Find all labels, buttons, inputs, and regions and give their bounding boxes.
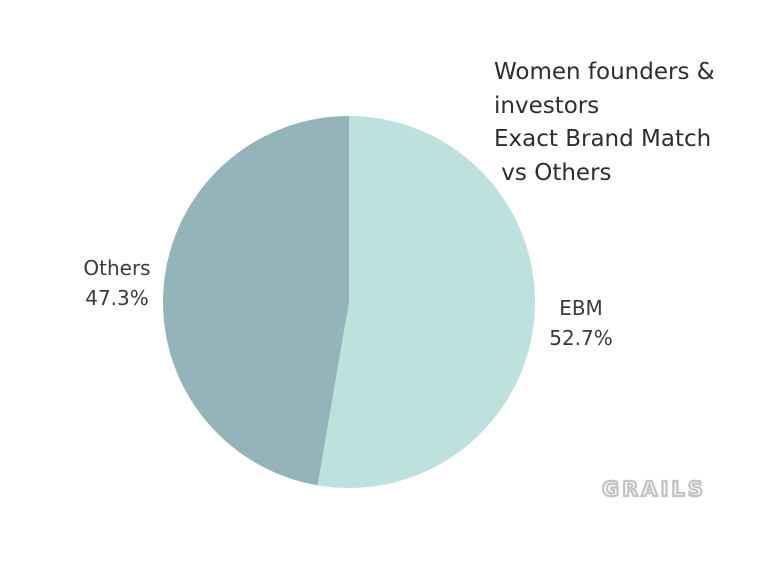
grails-logo-text: GRAILS: [602, 478, 706, 500]
pie-slice-others: [163, 116, 349, 486]
slice-label-ebm: EBM 52.7%: [540, 293, 622, 353]
pie-slice-ebm: [317, 115, 536, 488]
chart-title-line-1: Women founders &: [494, 59, 715, 85]
slice-label-others-value: 47.3%: [85, 286, 149, 310]
slice-label-ebm-value: 52.7%: [549, 326, 613, 350]
chart-title-line-4: vs Others: [494, 159, 612, 186]
slice-label-ebm-name: EBM: [559, 296, 603, 320]
slice-label-others: Others 47.3%: [74, 253, 160, 313]
slice-label-others-name: Others: [83, 256, 151, 280]
pie-slices: [163, 115, 536, 488]
chart-title-line-3: Exact Brand Match: [494, 126, 712, 152]
chart-title-line-2: investors: [494, 92, 600, 119]
grails-logo: GRAILS: [602, 478, 706, 500]
